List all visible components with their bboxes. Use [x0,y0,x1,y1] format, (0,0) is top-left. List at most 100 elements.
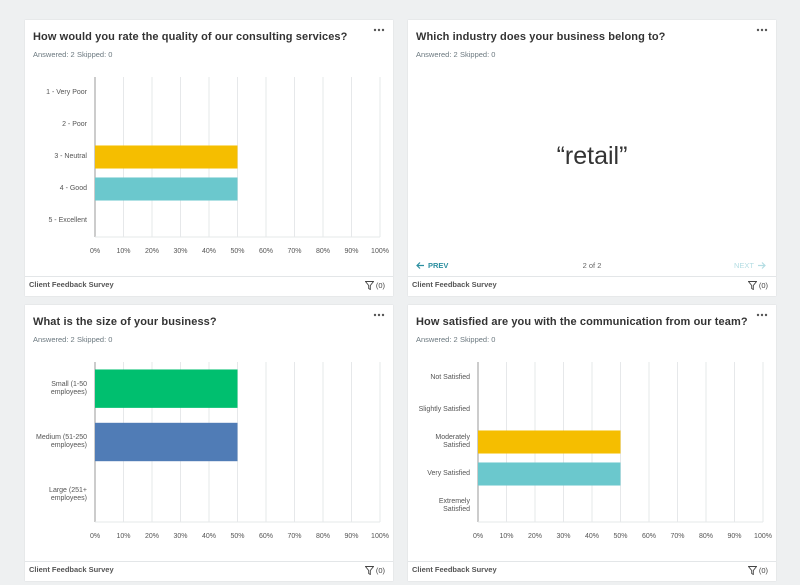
more-menu[interactable] [373,28,385,32]
next-button[interactable]: NEXT [734,261,766,270]
menu-dot [381,28,385,32]
x-tick-label: 70% [670,533,684,540]
filter-count: (0) [758,281,768,290]
x-tick-label: 70% [287,533,301,540]
more-menu[interactable] [756,313,768,317]
question-title: How satisfied are you with the communica… [416,316,748,328]
x-tick-label: 20% [528,533,542,540]
question-title: Which industry does your business belong… [416,31,666,43]
x-tick-label: 10% [116,248,130,255]
x-tick-label: 60% [642,533,656,540]
filter-button[interactable]: (0) [364,281,385,290]
category-label: Large (251+ employees) [49,487,87,503]
bar [95,422,238,462]
x-tick-label: 60% [259,248,273,255]
category-label: Not Satisfied [430,374,470,381]
filter-icon [364,566,374,575]
bar-chart: 0% 10% 20% 30% 40% 50% 60% 70% 80% 90% 100% [90,362,389,540]
footer-divider [25,276,393,277]
footer-divider [408,276,776,277]
question-card: How would you rate the quality of our co… [25,20,393,296]
x-tick-label: 0% [473,533,483,540]
skipped-count: Skipped: 0 [460,335,496,344]
category-label: 5 - Excellent [48,217,87,224]
x-tick-label: 20% [145,533,159,540]
answered-count: Answered: 2 [416,50,458,59]
next-label[interactable]: NEXT [733,261,754,270]
x-tick-label: 30% [173,533,187,540]
menu-dot [373,313,377,317]
filter-button[interactable]: (0) [747,281,768,290]
x-tick-label: 20% [145,248,159,255]
category-label: Extremely Satisfied [438,498,470,513]
response-text: “retail” [556,142,628,170]
chart: 0% 10% 20% 30% 40% 50% 60% 70% 80% 90% 100% 1 - Ver… [25,70,393,265]
menu-dot [381,313,385,317]
filter-icon [747,566,757,575]
filter-count: (0) [375,281,385,290]
category-label: Slightly Satisfied [418,406,470,413]
filter-button[interactable]: (0) [747,566,768,575]
bar [95,145,238,169]
menu-dot [764,28,768,32]
category-label: 3 - Neutral [54,153,87,160]
x-tick-label: 50% [230,248,244,255]
menu-dot [764,313,768,317]
x-tick-label: 40% [585,533,599,540]
x-tick-label: 10% [116,533,130,540]
answered-count: Answered: 2 [33,335,75,344]
x-tick-label: 70% [287,248,301,255]
funnel [747,566,757,575]
more-menu[interactable] [756,28,768,32]
category-label: Medium (51-250 employees) [36,433,87,449]
category-label: 2 - Poor [62,121,87,128]
bar [95,177,238,201]
survey-name: Client Feedback Survey [29,280,114,289]
chart: 0% 10% 20% 30% 40% 50% 60% 70% 80% 90% 100% Not Sat… [408,355,776,550]
funnel [364,281,374,290]
answered-count: Answered: 2 [33,50,75,59]
footer-divider [408,561,776,562]
x-tick-label: 90% [344,248,358,255]
category-label: Moderately Satisfied [435,434,470,449]
prev-label[interactable]: PREV [428,261,449,270]
question-title: How would you rate the quality of our co… [33,31,348,43]
footer-divider [25,561,393,562]
category-label: 1 - Very Poor [46,89,87,96]
x-tick-label: 10% [499,533,513,540]
menu-dot [373,28,377,32]
filter-icon [364,281,374,290]
skipped-count: Skipped: 0 [77,50,113,59]
x-tick-label: 80% [316,533,330,540]
survey-name: Client Feedback Survey [412,565,497,574]
x-tick-label: 30% [556,533,570,540]
filter-button[interactable]: (0) [364,566,385,575]
chart: 0% 10% 20% 30% 40% 50% 60% 70% 80% 90% 100% Small (… [25,355,393,550]
menu-dot [760,28,764,32]
prev-button[interactable]: PREV [416,261,448,270]
category-label: Very Satisfied [427,470,470,477]
x-tick-label: 80% [316,248,330,255]
category-label: 4 - Good [59,185,87,192]
question-card: How satisfied are you with the communica… [408,305,776,581]
x-tick-label: 50% [613,533,627,540]
survey-name: Client Feedback Survey [412,280,497,289]
x-tick-label: 90% [727,533,741,540]
x-tick-label: 0% [90,248,100,255]
menu-dot [377,313,381,317]
x-tick-label: 40% [202,533,216,540]
x-tick-label: 100% [371,533,389,540]
x-tick-label: 90% [344,533,358,540]
x-tick-label: 60% [259,533,273,540]
x-tick-label: 100% [754,533,772,540]
bar [478,430,621,454]
answered-count: Answered: 2 [416,335,458,344]
bar [478,462,621,486]
question-card: “retail” PREV 2 of 2 NEXT Which industry… [408,20,776,296]
funnel [747,281,757,290]
arrow-icon [416,262,424,269]
x-tick-label: 100% [371,248,389,255]
menu-dot [760,313,764,317]
more-menu[interactable] [373,313,385,317]
